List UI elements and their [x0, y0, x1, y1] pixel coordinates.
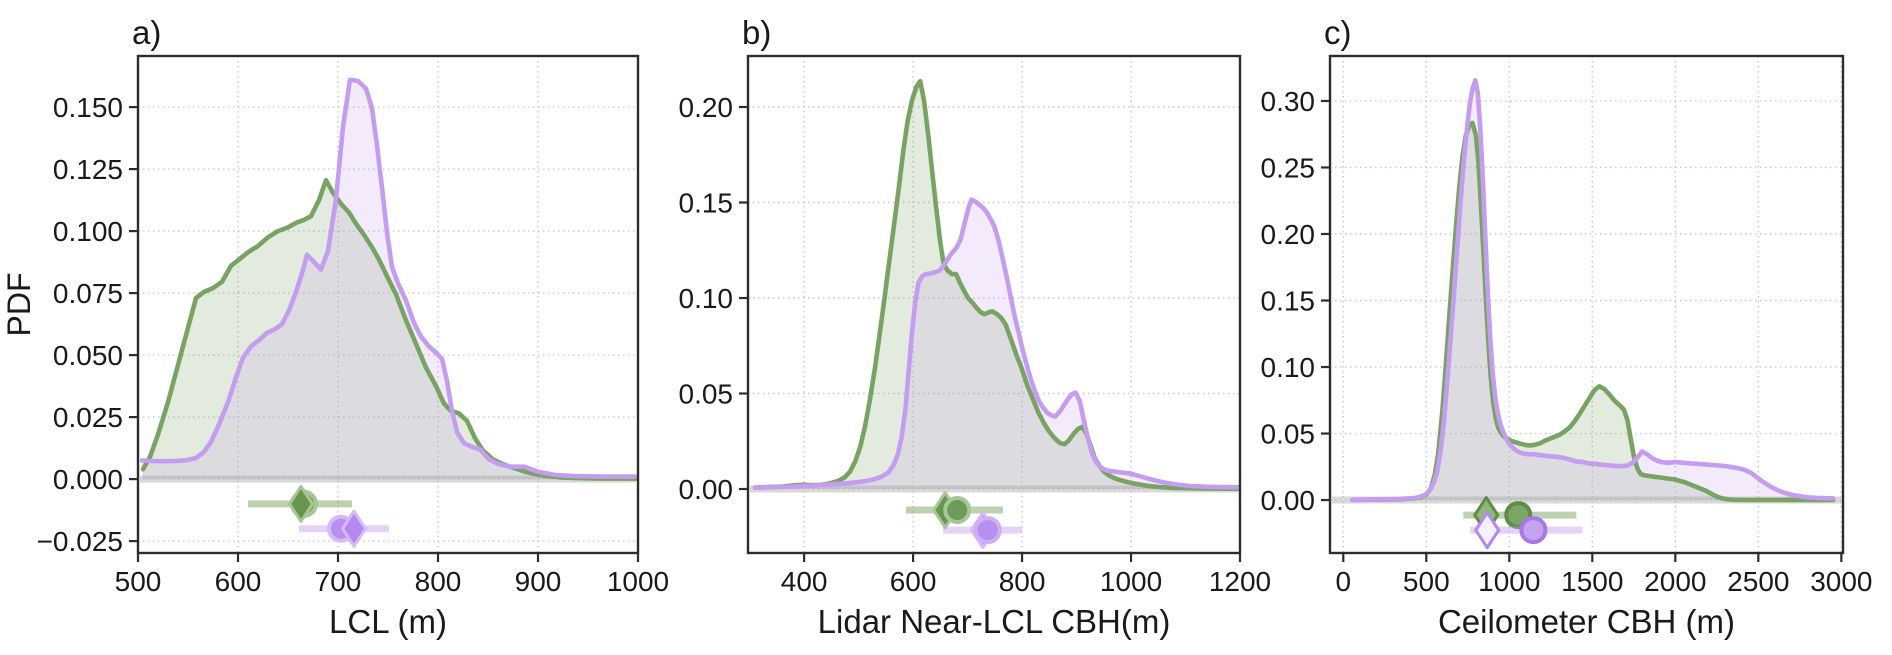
panel-c-spines — [1328, 54, 1845, 555]
panel-c-purple-diamond-marker — [1474, 511, 1501, 550]
panel-a-y-tick-label: 0.150 — [53, 92, 123, 123]
panel-a-y-tick-label: 0.075 — [53, 278, 123, 309]
panel-b-title: b) — [742, 14, 771, 51]
panel-b-plot-area — [748, 56, 1240, 553]
panel-b-x-tick-label: 1200 — [1209, 566, 1271, 597]
panel-c-plot-area — [1330, 56, 1843, 553]
panel-b-x-tick-label: 600 — [890, 566, 937, 597]
panel-c-purple-curve — [1350, 78, 1836, 502]
panel-b-purple-area — [755, 199, 1240, 489]
panel-c-x-tick-label: 1000 — [1478, 566, 1540, 597]
panel-c-green-curve — [1350, 120, 1836, 503]
panel-a-y-tick-label: 0.000 — [53, 464, 123, 495]
panel-a-y-axis-label: PDF — [1, 273, 37, 337]
panel-a-x-tick-label: 700 — [315, 566, 362, 597]
panel-b-zero-band — [750, 485, 1238, 493]
panel-a-tick-marks — [129, 105, 640, 562]
panel-c-zero-band — [1332, 496, 1841, 504]
panel-b-spines — [746, 54, 1242, 555]
panel-a-y-tick-label: −0.025 — [37, 526, 123, 557]
panel-a-y-tick-label: 0.125 — [53, 154, 123, 185]
panel-b-purple-curve — [752, 197, 1240, 490]
panel-c-purple-area — [1352, 80, 1833, 501]
panel-a: 500 600 700 800 900 1000 −0.025 0.000 0.025 0.050… — [1, 14, 669, 640]
panel-a-x-tick-label: 900 — [515, 566, 562, 597]
panel-b-x-axis-label: Lidar Near-LCL CBH(m) — [818, 603, 1171, 640]
panel-a-x-tick-label: 600 — [215, 566, 262, 597]
panel-a-plot-area — [138, 56, 638, 553]
panel-c-tick-marks — [1321, 99, 1843, 562]
panel-a-green-diamond-marker — [288, 484, 314, 523]
panel-c-y-tick-label: 0.00 — [1261, 485, 1316, 516]
panel-a-x-tick-label: 500 — [115, 566, 162, 597]
panel-b-purple-circle-marker — [973, 516, 1002, 545]
panel-b-tick-marks — [739, 105, 1242, 562]
panel-c-x-tick-label: 2000 — [1644, 566, 1706, 597]
panel-c-x-tick-label: 2500 — [1727, 566, 1789, 597]
panel-b-x-tick-label: 1000 — [1100, 566, 1162, 597]
panel-a-green-area — [143, 180, 638, 480]
panel-c-y-tick-label: 0.15 — [1261, 286, 1316, 317]
panel-a-x-tick-label: 800 — [415, 566, 462, 597]
panel-c-y-tick-label: 0.20 — [1261, 219, 1316, 250]
panel-c-x-axis-label: Ceilometer CBH (m) — [1438, 603, 1735, 640]
panel-c-title: c) — [1324, 14, 1352, 51]
panel-c-x-tick-label: 0 — [1335, 566, 1351, 597]
panel-a-purple-diamond-marker — [341, 509, 367, 548]
panel-a-x-axis-label: LCL (m) — [329, 603, 447, 640]
panel-c-purple-circle-marker — [1519, 516, 1548, 545]
panel-b-y-tick-label: 0.00 — [679, 474, 734, 505]
panel-a-y-tick-label: 0.025 — [53, 402, 123, 433]
panel-b-y-tick-label: 0.10 — [679, 283, 734, 314]
panel-a-title: a) — [132, 14, 161, 51]
panel-b-y-tick-label: 0.05 — [679, 379, 734, 410]
panel-a-spines — [136, 54, 640, 555]
panel-b-green-circle-marker — [943, 496, 972, 525]
panel-c-y-tick-label: 0.25 — [1261, 152, 1316, 183]
panel-c-x-tick-label: 500 — [1403, 566, 1450, 597]
panel-c-y-tick-label: 0.30 — [1261, 86, 1316, 117]
panel-c-y-tick-label: 0.05 — [1261, 419, 1316, 450]
panel-b-x-tick-label: 800 — [999, 566, 1046, 597]
panel-a-y-tick-label: 0.050 — [53, 340, 123, 371]
panel-c-y-tick-label: 0.10 — [1261, 352, 1316, 383]
panel-b: 400 600 800 1000 1200 0.00 0.05 0.10 0.15 0.20 b) L… — [679, 14, 1272, 640]
panel-a-zero-band — [140, 475, 636, 483]
panel-a-x-tick-label: 1000 — [607, 566, 669, 597]
panel-b-y-tick-label: 0.20 — [679, 92, 734, 123]
panel-c-green-area — [1352, 122, 1833, 501]
panel-a-y-tick-label: 0.100 — [53, 216, 123, 247]
panel-c-x-tick-label: 3000 — [1810, 566, 1872, 597]
panel-a-purple-curve — [139, 77, 638, 479]
panel-b-y-tick-label: 0.15 — [679, 188, 734, 219]
panel-c: 0 500 1000 1500 2000 2500 3000 0.00 0.05 0.10 0.15… — [1261, 14, 1873, 640]
panel-b-green-area — [755, 81, 1240, 489]
panel-b-x-tick-label: 400 — [781, 566, 828, 597]
panel-c-x-tick-label: 1500 — [1561, 566, 1623, 597]
